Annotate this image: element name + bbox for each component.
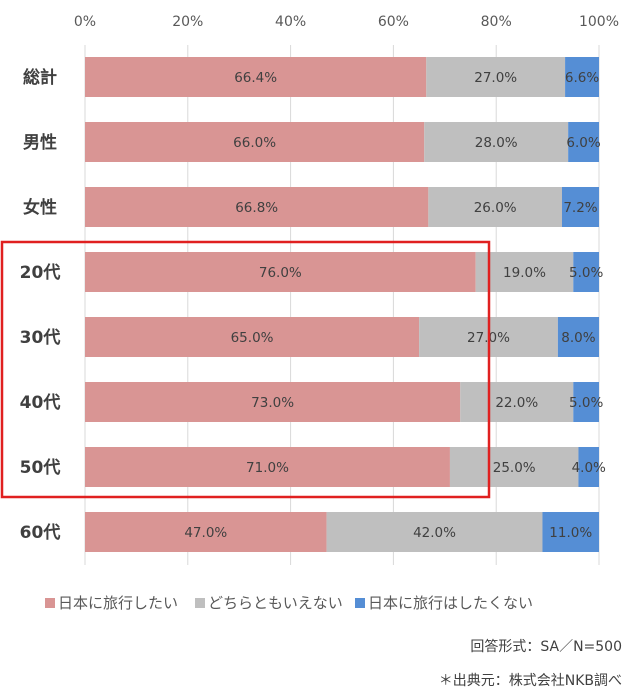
bar-segment bbox=[475, 252, 574, 292]
bar-segment bbox=[85, 57, 427, 97]
x-tick-label: 60% bbox=[378, 14, 409, 30]
data-label: 28.0% bbox=[475, 135, 518, 151]
data-label: 8.0% bbox=[561, 330, 595, 346]
bar-segment bbox=[557, 317, 599, 357]
data-label: 27.0% bbox=[474, 70, 517, 86]
category-label: 男性 bbox=[23, 132, 57, 153]
data-label: 19.0% bbox=[503, 265, 546, 281]
bar-segment bbox=[85, 122, 425, 162]
legend-swatch bbox=[195, 598, 205, 608]
data-label: 5.0% bbox=[569, 395, 603, 411]
bar-segment bbox=[426, 57, 566, 97]
data-label: 66.4% bbox=[234, 70, 277, 86]
bar-segment bbox=[424, 122, 569, 162]
data-label: 26.0% bbox=[474, 200, 517, 216]
x-tick-label: 0% bbox=[74, 14, 96, 30]
x-tick-label: 80% bbox=[481, 14, 512, 30]
bar-segment bbox=[573, 382, 599, 422]
data-label: 6.6% bbox=[565, 70, 599, 86]
category-label: 20代 bbox=[20, 262, 61, 283]
data-label: 73.0% bbox=[251, 395, 294, 411]
category-label: 30代 bbox=[20, 327, 61, 348]
category-label: 60代 bbox=[20, 522, 61, 543]
category-label: 総計 bbox=[23, 67, 57, 88]
bar-segment bbox=[573, 252, 599, 292]
category-label: 女性 bbox=[23, 197, 57, 218]
data-label: 66.8% bbox=[235, 200, 278, 216]
bar-segment bbox=[578, 447, 599, 487]
data-label: 42.0% bbox=[413, 525, 456, 541]
bar-segment bbox=[85, 187, 429, 227]
legend-label: 日本に旅行はしたくない bbox=[368, 594, 533, 612]
category-label: 40代 bbox=[20, 392, 61, 413]
legend-label: 日本に旅行したい bbox=[58, 594, 178, 612]
data-label: 7.2% bbox=[563, 200, 597, 216]
category-label: 50代 bbox=[20, 457, 61, 478]
data-label: 22.0% bbox=[495, 395, 538, 411]
bar-segment bbox=[565, 57, 599, 97]
bar-segment bbox=[542, 512, 599, 552]
bar-segment bbox=[85, 252, 476, 292]
x-tick-label: 40% bbox=[275, 14, 306, 30]
bar-segment bbox=[449, 447, 579, 487]
note-response-format: 回答形式：SA／N=500 bbox=[470, 638, 622, 655]
data-label: 5.0% bbox=[569, 265, 603, 281]
legend-swatch bbox=[355, 598, 365, 608]
data-label: 25.0% bbox=[493, 460, 536, 476]
bar-segment bbox=[460, 382, 574, 422]
bar-segment bbox=[428, 187, 562, 227]
data-label: 66.0% bbox=[233, 135, 276, 151]
legend-swatch bbox=[45, 598, 55, 608]
bar-segment bbox=[326, 512, 543, 552]
x-tick-label: 20% bbox=[172, 14, 203, 30]
data-label: 76.0% bbox=[259, 265, 302, 281]
data-label: 47.0% bbox=[184, 525, 227, 541]
bar-segment bbox=[85, 512, 327, 552]
data-label: 65.0% bbox=[231, 330, 274, 346]
data-label: 71.0% bbox=[246, 460, 289, 476]
data-label: 4.0% bbox=[572, 460, 606, 476]
data-label: 6.0% bbox=[566, 135, 600, 151]
bar-segment bbox=[568, 122, 599, 162]
x-tick-label: 100% bbox=[579, 14, 619, 30]
bar-segment bbox=[561, 187, 599, 227]
bar-segment bbox=[85, 382, 461, 422]
bar-segment bbox=[85, 447, 450, 487]
data-label: 11.0% bbox=[549, 525, 592, 541]
legend-label: どちらともいえない bbox=[208, 594, 343, 612]
note-source: ＊出典元：株式会社NKB調べ bbox=[439, 673, 622, 689]
bar-segment bbox=[85, 317, 420, 357]
highlight-box bbox=[0, 240, 491, 499]
